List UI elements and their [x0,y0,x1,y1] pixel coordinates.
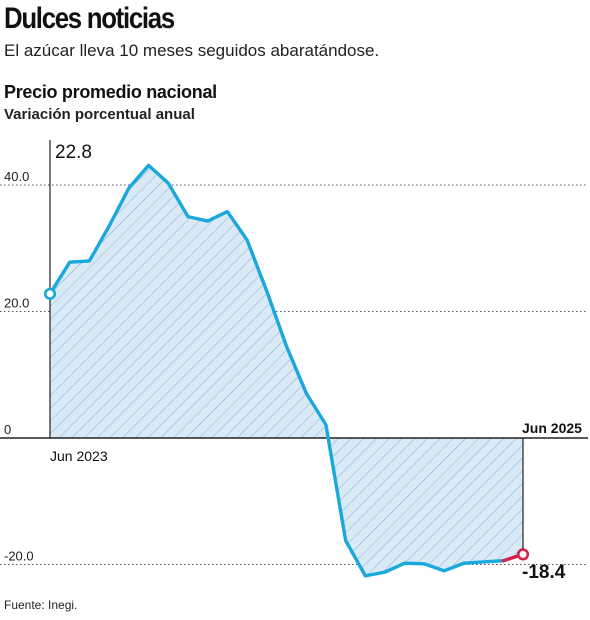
y-tick-label: 20.0 [4,296,29,311]
last-value-label: -18.4 [522,562,566,583]
start-point-marker [43,287,57,300]
label-layer: 40.0 20.0 0 -20.0 22.8 -18.4 Jun 2023 Jun 2025 [4,142,582,583]
series-line [48,163,505,578]
last-date-label: Jun 2025 [522,420,582,436]
headline: Dulces noticias [4,2,175,35]
y-tick-label: 40.0 [4,169,29,184]
area-fill [50,165,523,576]
source-note: Fuente: Inegi. [4,598,78,612]
y-tick-label: -20.0 [4,549,34,564]
first-value-label: 22.8 [55,142,92,163]
chart-title: Precio promedio nacional [4,82,217,102]
y-tick-label: 0 [4,422,11,437]
chart-subtitle: Variación porcentual anual [4,106,195,123]
points-layer [43,287,530,561]
dek: El azúcar lleva 10 meses seguidos abarat… [4,41,380,60]
end-point-marker [516,548,530,561]
first-date-label: Jun 2023 [50,448,108,464]
